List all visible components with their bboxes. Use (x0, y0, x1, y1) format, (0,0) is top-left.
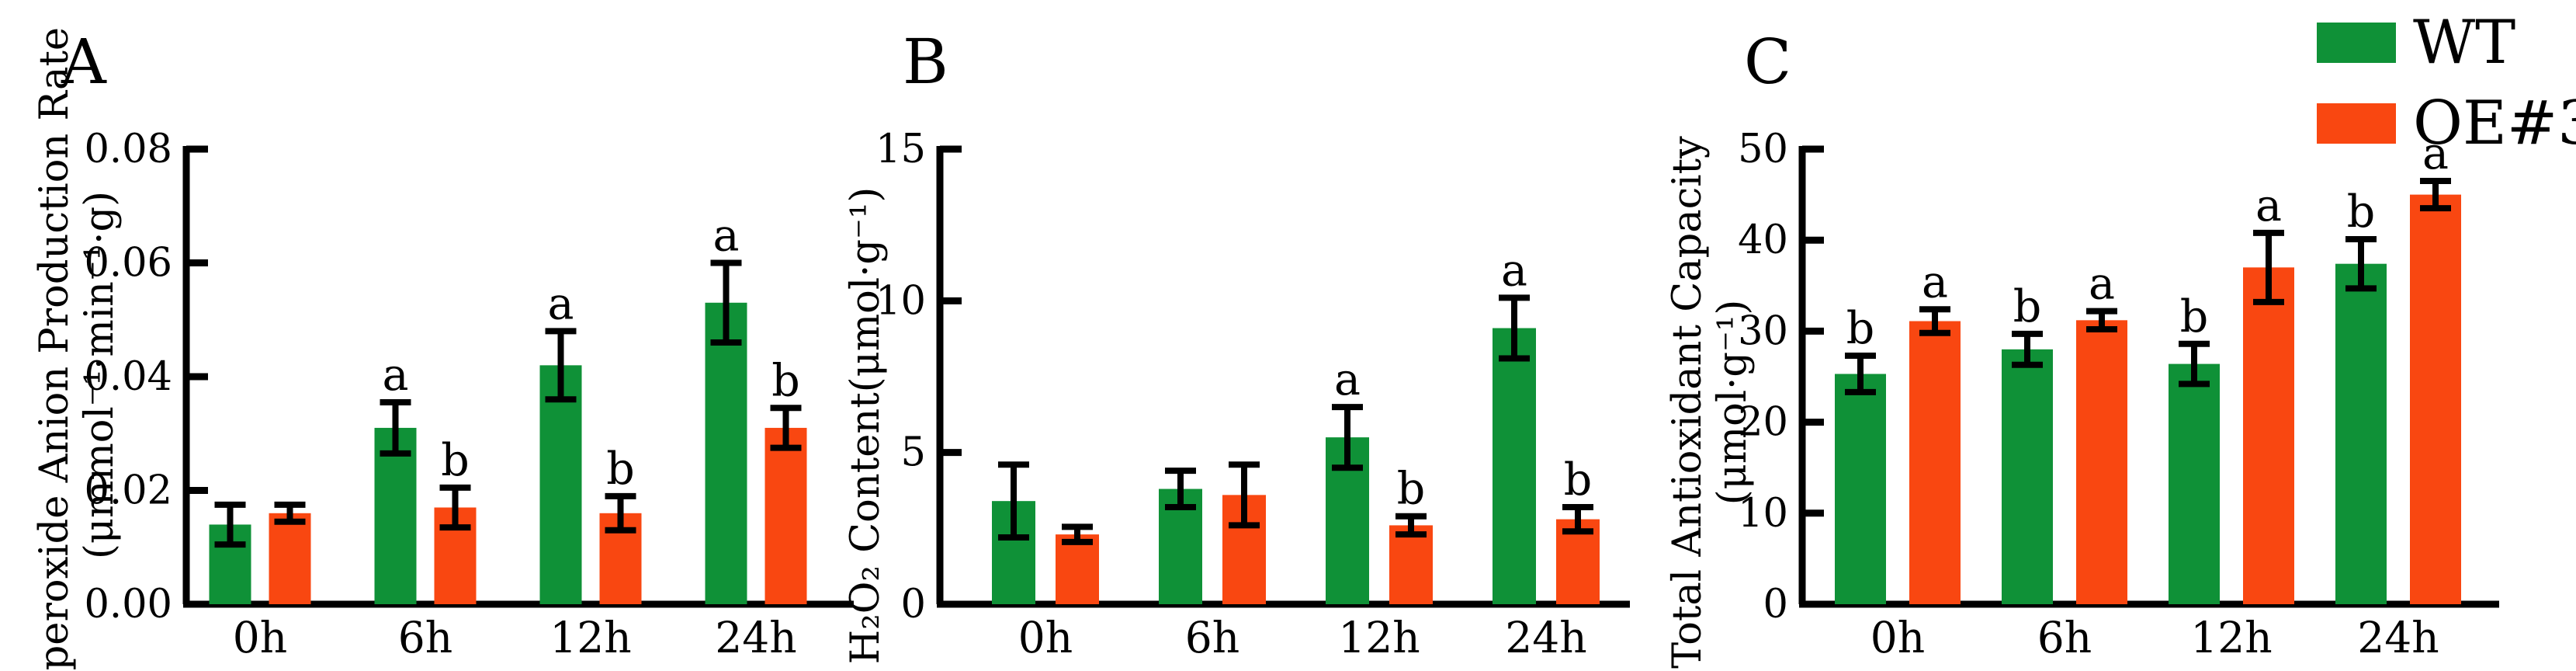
y-tick-label: 40 (1738, 217, 1788, 263)
y-tick-label: 0.04 (84, 354, 172, 400)
sig-letter: a (713, 210, 740, 262)
y-tick-label: 0 (901, 582, 926, 628)
panel-label-b: B (903, 26, 948, 98)
x-tick-label: 12h (1338, 613, 1420, 662)
y-tick-label: 10 (1738, 491, 1788, 537)
sig-letter: b (2347, 186, 2376, 238)
sig-letter: a (1334, 354, 1361, 405)
sig-letter: b (1564, 454, 1593, 506)
y-axis-label-b: H₂O₂ Content(μmol·g⁻¹) (843, 186, 889, 665)
sig-letter: a (2089, 259, 2115, 310)
sig-letter: b (441, 435, 470, 486)
y-tick-label: 0.06 (84, 241, 172, 287)
legend-swatch-wt (2317, 23, 2396, 63)
y-tick-label: 20 (1738, 400, 1788, 446)
x-tick-label: 12h (550, 613, 631, 662)
bar-OE#3-12h (2243, 267, 2294, 604)
bar-OE#3-12h (1389, 525, 1433, 604)
y-tick-label: 0.00 (84, 582, 172, 628)
y-axis-label-c: Total Antioxidant Capacity (μmol·g⁻¹) (1665, 136, 1756, 669)
bar-OE#3-6h (2076, 320, 2127, 604)
y-tick-label: 15 (875, 127, 926, 172)
sig-letter: b (1397, 464, 1426, 515)
x-tick-label: 6h (1185, 613, 1239, 662)
x-tick-label: 0h (1870, 613, 1925, 662)
sig-letter: b (606, 443, 635, 495)
y-axis-label-b-line1: H₂O₂ Content(μmol·g⁻¹) (843, 186, 889, 665)
panel-label-a: A (61, 26, 106, 98)
sig-letter: a (2422, 128, 2449, 179)
sig-letter: a (548, 278, 574, 329)
bar-WT-24h (2335, 263, 2387, 604)
sig-letter: b (2180, 291, 2209, 342)
x-tick-label: 6h (398, 613, 452, 662)
x-tick-label: 12h (2190, 613, 2272, 662)
x-tick-label: 0h (1018, 613, 1073, 662)
y-axis-label-c-line2: (μmol·g⁻¹) (1710, 299, 1756, 506)
x-tick-label: 24h (2357, 613, 2439, 662)
bar-OE#3-24h (764, 427, 807, 604)
bar-WT-24h (705, 302, 747, 604)
y-tick-label: 0.08 (84, 127, 172, 172)
y-tick-label: 50 (1738, 127, 1788, 172)
x-tick-label: 0h (233, 613, 287, 662)
sig-letter: a (1922, 256, 1948, 308)
legend-item-wt: WT (2317, 12, 2576, 73)
y-tick-label: 0.02 (84, 468, 172, 514)
sig-letter: a (1501, 245, 1527, 296)
bar-WT-12h (2169, 363, 2220, 604)
bar-WT-6h (2002, 349, 2053, 604)
bar-OE#3-0h (269, 513, 311, 604)
legend: WT OE#3 (2317, 12, 2576, 174)
bar-OE#3-0h (1909, 321, 1961, 604)
x-tick-label: 24h (715, 613, 796, 662)
sig-letter: b (771, 355, 800, 406)
panel-label-c: C (1744, 26, 1792, 98)
y-tick-label: 5 (901, 430, 926, 476)
legend-label-oe3: OE#3 (2413, 89, 2576, 158)
sig-letter: a (2255, 180, 2282, 231)
legend-swatch-oe3 (2317, 103, 2396, 144)
legend-item-oe3: OE#3 (2317, 93, 2576, 154)
y-axis-label-c-line1: Total Antioxidant Capacity (1665, 136, 1711, 669)
x-tick-label: 6h (2037, 613, 2092, 662)
sig-letter: b (1846, 303, 1875, 354)
y-tick-label: 0 (1763, 582, 1788, 628)
y-axis-label-a: Superoxide Anion Production Rate (μmmol⁻… (32, 26, 123, 671)
y-axis-label-a-line2: (μmmol⁻¹·min⁻¹·g) (77, 191, 123, 559)
bar-WT-24h (1493, 328, 1536, 604)
sig-letter: a (383, 349, 409, 401)
bar-OE#3-24h (2410, 194, 2461, 605)
x-tick-label: 24h (1505, 613, 1586, 662)
bar-WT-6h (374, 427, 417, 604)
y-tick-label: 30 (1738, 308, 1788, 354)
legend-label-wt: WT (2413, 8, 2516, 78)
bar-OE#3-0h (1056, 534, 1099, 604)
bar-WT-12h (539, 365, 582, 604)
bar-WT-0h (1835, 374, 1886, 604)
sig-letter: b (2013, 281, 2042, 332)
y-tick-label: 10 (875, 278, 926, 324)
y-axis-label-a-line1: Superoxide Anion Production Rate (32, 26, 78, 671)
